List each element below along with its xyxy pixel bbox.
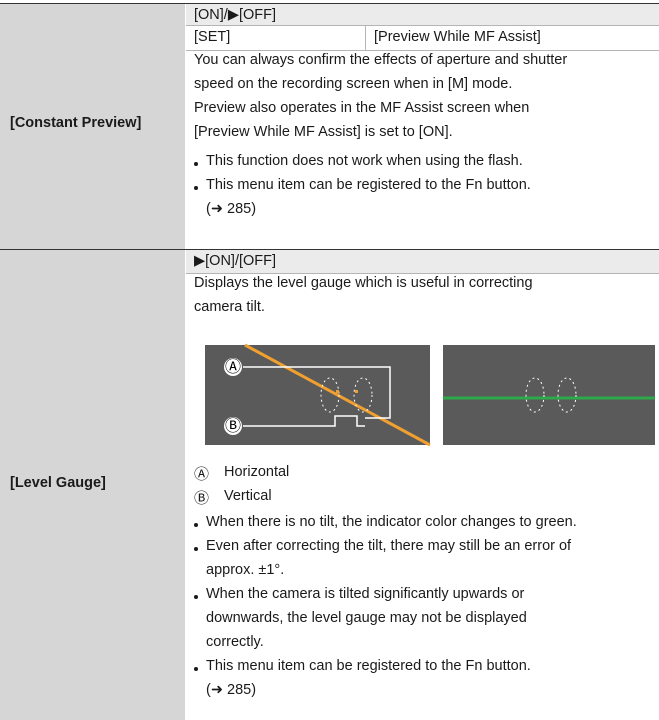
indicator <box>320 377 340 413</box>
options-cell: [ON]/▶[OFF] <box>186 4 659 26</box>
row-label: [Constant Preview] <box>10 115 142 131</box>
bullet-dot <box>194 523 198 527</box>
label-cell: [Constant Preview] <box>0 4 185 249</box>
paragraph-line: Preview also operates in the MF Assist s… <box>194 100 530 116</box>
label-cell: [Level Gauge] <box>0 250 185 720</box>
screen <box>443 345 655 445</box>
bullet-text: This menu item can be registered to the … <box>206 658 531 674</box>
paragraph-line: speed on the recording screen when in [M… <box>194 76 513 92</box>
screen <box>205 345 430 445</box>
options: ▶[ON]/[OFF] <box>194 253 277 269</box>
cell-divider <box>365 26 366 51</box>
bullet-text: Even after correcting the tilt, there ma… <box>206 538 572 554</box>
callout-line <box>243 415 365 427</box>
callout-label: Ⓑ <box>225 416 241 435</box>
callout-bg <box>224 417 242 435</box>
bullet-dot <box>194 547 198 551</box>
legend-mark: Ⓐ <box>194 465 210 483</box>
paragraph-line: Displays the level gauge which is useful… <box>194 275 533 291</box>
indicator <box>336 390 339 393</box>
indicator <box>525 377 545 413</box>
bullet-dot <box>194 595 198 599</box>
bullet-text: (➜ 285) <box>206 201 257 217</box>
options: [ON]/▶[OFF] <box>194 7 277 23</box>
indicator <box>353 377 373 413</box>
callout-line <box>243 366 391 419</box>
indicator <box>355 390 358 393</box>
callout-bg <box>224 358 242 376</box>
bullet-text: When there is no tilt, the indicator col… <box>206 514 577 530</box>
paragraph-line: [Preview While MF Assist] is set to [ON]… <box>194 124 453 140</box>
paragraph-line: camera tilt. <box>194 299 265 315</box>
options-cell: ▶[ON]/[OFF] <box>186 250 659 274</box>
bullet-text: approx. ±1°. <box>206 562 285 578</box>
bullet-text: (➜ 285) <box>206 682 257 698</box>
level-gauge-diagram: Ⓐ Ⓑ <box>205 343 655 447</box>
bullet-text: downwards, the level gauge may not be di… <box>206 610 527 626</box>
callout-label: Ⓐ <box>225 357 241 376</box>
tilt-line <box>244 343 431 447</box>
row-rule <box>0 249 659 250</box>
top-rule <box>0 3 659 4</box>
legend-text: Vertical <box>224 488 272 504</box>
bullet-dot <box>194 162 198 166</box>
bullet-text: This menu item can be registered to the … <box>206 177 531 193</box>
bullet-dot <box>194 186 198 190</box>
bullet-text: When the camera is tilted significantly … <box>206 586 525 602</box>
bullet-text: This function does not work when using t… <box>206 153 523 169</box>
set-row: [SET] [Preview While MF Assist] <box>186 26 659 51</box>
paragraph-line: You can always confirm the effects of ap… <box>194 52 568 68</box>
bullet-text: correctly. <box>206 634 264 650</box>
legend-text: Horizontal <box>224 464 290 480</box>
row-label: [Level Gauge] <box>10 475 106 491</box>
set-label: [SET] <box>194 29 231 45</box>
set-value: [Preview While MF Assist] <box>374 29 541 45</box>
legend-mark: Ⓑ <box>194 489 210 507</box>
indicator <box>557 377 577 413</box>
bullet-dot <box>194 667 198 671</box>
